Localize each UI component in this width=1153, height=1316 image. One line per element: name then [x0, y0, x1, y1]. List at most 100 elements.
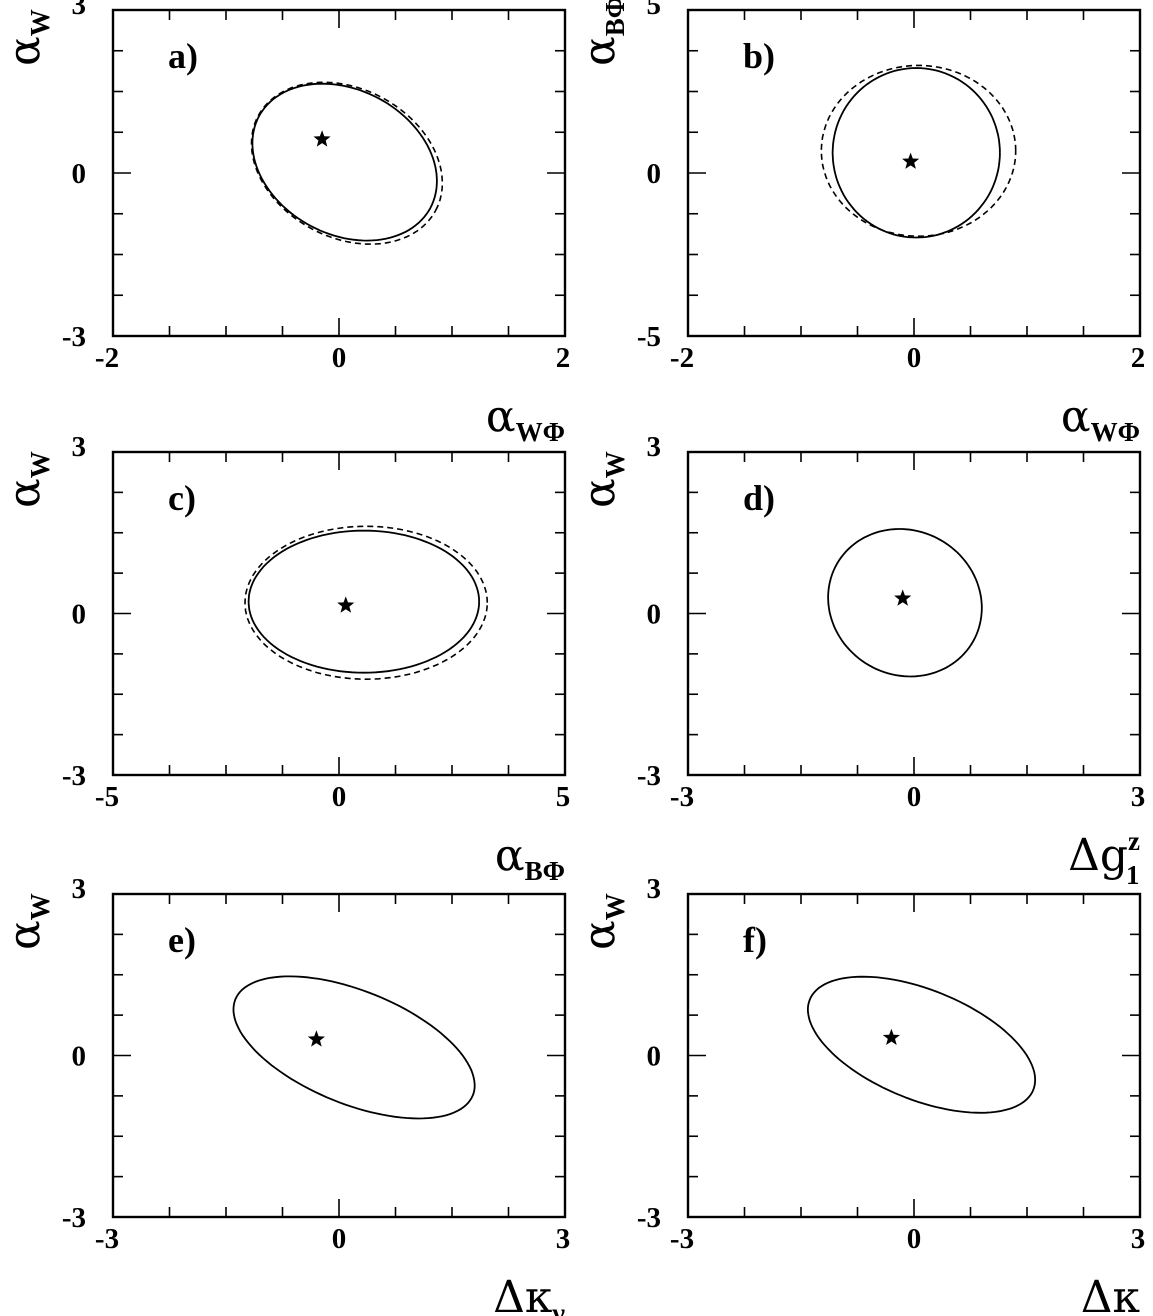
y-tick-label: 0 — [647, 599, 662, 631]
y-axis-subscript: W — [25, 893, 55, 920]
y-tick-label: 3 — [72, 873, 87, 905]
x-axis-subscript: γ — [551, 1298, 565, 1316]
y-tick-label: 0 — [647, 1041, 662, 1073]
y-tick-label: -3 — [62, 321, 86, 353]
y-tick-label: 3 — [647, 431, 662, 463]
y-tick-label: 0 — [72, 158, 87, 190]
x-tick-label: 3 — [1131, 781, 1146, 813]
x-axis-label: Δκ — [1081, 1272, 1140, 1316]
y-tick-label: 0 — [647, 158, 662, 190]
panel-label: a) — [168, 36, 198, 76]
best-fit-star — [894, 589, 912, 606]
y-tick-label: -3 — [62, 1202, 86, 1234]
x-axis-symbol: α — [486, 391, 516, 442]
x-tick-label: 0 — [907, 781, 922, 813]
y-axis-label: αW — [574, 893, 630, 950]
x-tick-label: -2 — [95, 342, 119, 374]
x-tick-label: 0 — [907, 342, 922, 374]
y-axis-label: αW — [574, 451, 630, 508]
x-axis-symbol: Δκ — [493, 1272, 552, 1316]
x-axis-superscript: z — [1128, 826, 1140, 856]
best-fit-star — [307, 1030, 325, 1047]
y-tick-label: -3 — [62, 760, 86, 792]
chart-panel-e: -3 0 3 -3 0 3 e) Δκγ αW — [0, 873, 570, 1316]
panel-label: b) — [743, 36, 775, 76]
x-tick-label: 2 — [1131, 342, 1146, 374]
chart-panel-d: -3 0 3 -3 0 3 d) Δgz 1 αW — [574, 431, 1145, 890]
y-axis-subscript: W — [25, 9, 55, 36]
best-fit-star — [882, 1028, 900, 1045]
x-tick-label: 0 — [332, 781, 347, 813]
best-fit-star — [313, 130, 331, 147]
x-axis-label: Δgz 1 — [1068, 826, 1140, 890]
y-axis-symbol: α — [0, 478, 50, 508]
y-tick-label: 3 — [72, 0, 87, 21]
y-axis-label: αW — [0, 9, 55, 66]
y-tick-label: 3 — [647, 873, 662, 905]
contour-solid — [831, 67, 1001, 239]
x-axis-subscript: BΦ — [525, 856, 565, 886]
panel-label: e) — [168, 920, 196, 960]
contour-dashed — [244, 525, 489, 681]
x-tick-label: -3 — [95, 1223, 119, 1255]
y-axis-symbol: α — [574, 36, 625, 66]
x-axis-label: αWΦ — [486, 391, 565, 447]
x-tick-label: 0 — [332, 342, 347, 374]
contour-solid — [251, 82, 438, 242]
panel-label: d) — [743, 478, 775, 518]
x-tick-label: 5 — [556, 781, 571, 813]
contour-solid — [807, 975, 1036, 1114]
x-tick-label: 2 — [556, 342, 571, 374]
x-tick-label: -5 — [95, 781, 119, 813]
x-tick-label: -3 — [670, 1223, 694, 1255]
x-tick-label: -2 — [670, 342, 694, 374]
panel-label: c) — [168, 478, 196, 518]
y-axis-symbol: α — [0, 920, 50, 950]
x-axis-label: αWΦ — [1061, 391, 1140, 447]
best-fit-star — [337, 596, 355, 613]
x-axis-subscript: WΦ — [516, 417, 565, 447]
x-tick-label: 0 — [332, 1223, 347, 1255]
y-tick-label: -3 — [637, 760, 661, 792]
y-tick-label: 5 — [647, 0, 662, 21]
best-fit-star — [902, 152, 920, 169]
panel-label: f) — [743, 920, 767, 960]
y-axis-subscript: BΦ — [600, 0, 630, 36]
y-axis-label: αW — [0, 893, 55, 950]
chart-panel-f: -3 0 3 -3 0 3 f) Δκ αW — [574, 873, 1145, 1316]
x-axis-symbol: Δκ — [1081, 1272, 1140, 1316]
y-axis-subscript: W — [25, 451, 55, 478]
x-tick-label: -3 — [670, 781, 694, 813]
x-axis-subscript: WΦ — [1091, 417, 1140, 447]
x-tick-label: 0 — [907, 1223, 922, 1255]
y-tick-label: -5 — [637, 321, 661, 353]
contour-dashed — [820, 64, 1017, 238]
x-axis-label: αBΦ — [495, 830, 565, 886]
y-axis-symbol: α — [0, 36, 50, 66]
x-tick-label: 3 — [556, 1223, 571, 1255]
contour-solid — [827, 528, 983, 678]
y-axis-symbol: α — [574, 478, 625, 508]
x-axis-symbol: α — [495, 830, 525, 881]
x-axis-subscript: 1 — [1126, 860, 1140, 890]
y-axis-label: αBΦ — [574, 0, 630, 66]
y-tick-label: -3 — [637, 1202, 661, 1234]
x-axis-symbol: α — [1061, 391, 1091, 442]
x-tick-label: 3 — [1131, 1223, 1146, 1255]
y-axis-subscript: W — [600, 451, 630, 478]
x-axis-label: Δκγ — [493, 1272, 565, 1316]
y-axis-subscript: W — [600, 893, 630, 920]
y-axis-label: αW — [0, 451, 55, 508]
y-axis-symbol: α — [574, 920, 625, 950]
contour-dashed — [250, 81, 444, 245]
y-tick-label: 0 — [72, 1041, 87, 1073]
x-axis-symbol: Δg — [1068, 830, 1128, 881]
y-tick-label: 3 — [72, 431, 87, 463]
contour-solid — [247, 529, 480, 674]
contour-solid — [232, 975, 476, 1120]
